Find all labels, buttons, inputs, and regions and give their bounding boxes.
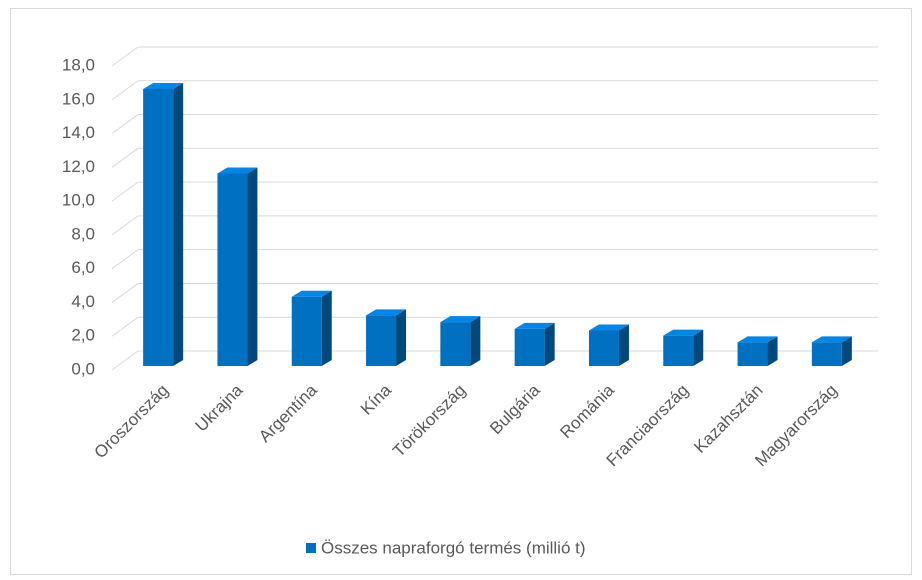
bar-top <box>811 336 852 343</box>
bar-side <box>396 309 407 366</box>
bar-front <box>291 296 322 366</box>
bar-side <box>693 329 704 366</box>
y-tick-label: 14,0 <box>62 123 95 142</box>
bar-top <box>440 316 481 323</box>
grid-line <box>111 181 139 202</box>
bar <box>588 324 629 366</box>
grid-line <box>111 46 139 67</box>
bar-front <box>514 328 545 366</box>
bar-side <box>321 290 332 366</box>
grid-line <box>111 316 139 337</box>
bar-front <box>366 315 397 366</box>
bar-side <box>247 167 258 366</box>
bar-front <box>217 173 248 366</box>
y-tick-label: 16,0 <box>62 89 95 108</box>
bar-front <box>737 342 768 366</box>
y-tick-label: 4,0 <box>71 292 95 311</box>
bar-top <box>737 336 778 343</box>
bar-top <box>366 309 407 316</box>
bar <box>291 290 332 366</box>
grid-line <box>111 350 139 371</box>
bar <box>440 316 481 366</box>
y-tick-label: 0,0 <box>71 359 95 378</box>
bar-side <box>767 336 778 366</box>
bar-front <box>663 335 694 366</box>
bar-side <box>618 324 629 366</box>
y-tick-label: 8,0 <box>71 224 95 243</box>
bar <box>217 167 258 366</box>
bar-side <box>544 322 555 366</box>
bar-side <box>173 83 184 367</box>
bar-front <box>440 322 471 366</box>
grid-line <box>111 283 139 303</box>
bar-front <box>588 330 619 366</box>
bar-top <box>217 167 258 174</box>
y-tick-label: 10,0 <box>62 191 95 210</box>
bar <box>143 83 184 367</box>
grid-line <box>111 147 139 168</box>
bar-front <box>143 89 174 367</box>
bar-top <box>514 322 555 329</box>
bar-top <box>663 329 704 336</box>
bar-front <box>811 342 842 366</box>
bar-top <box>588 324 629 331</box>
y-tick-label: 2,0 <box>71 326 95 345</box>
bar <box>366 309 407 366</box>
bar <box>737 336 778 366</box>
y-tick-label: 18,0 <box>62 55 95 74</box>
grid-line <box>111 215 139 236</box>
bar <box>663 329 704 366</box>
grid-line <box>111 249 139 270</box>
bar <box>514 322 555 366</box>
bar-top <box>143 83 184 90</box>
y-tick-label: 6,0 <box>71 258 95 277</box>
bar <box>811 336 852 366</box>
y-tick-label: 12,0 <box>62 157 95 176</box>
legend-swatch <box>306 543 316 553</box>
bar-side <box>470 316 481 366</box>
bar-side <box>841 336 852 366</box>
grid-line <box>111 80 139 101</box>
legend-label: Összes napraforgó termés (millió t) <box>321 538 586 557</box>
bar-top <box>291 290 332 297</box>
grid-line <box>111 114 139 134</box>
